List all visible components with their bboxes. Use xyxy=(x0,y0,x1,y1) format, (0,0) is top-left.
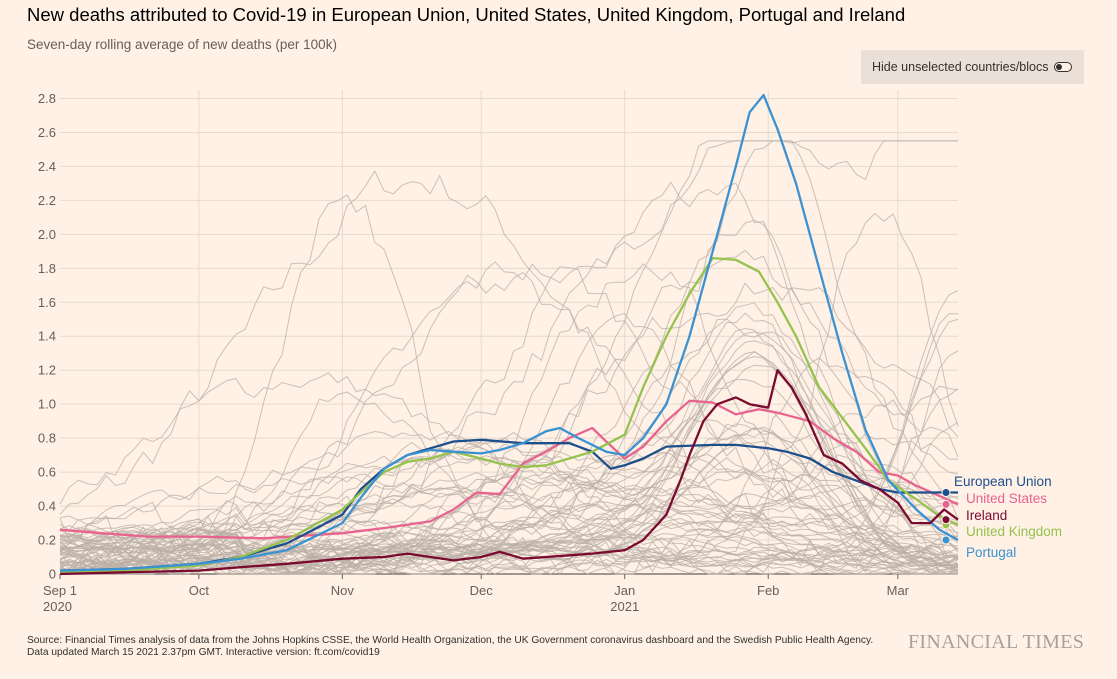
y-tick-label: 0.6 xyxy=(38,465,56,480)
portugal-end-dot xyxy=(941,535,951,545)
background-country-line xyxy=(59,194,959,576)
x-tick-sublabel: 2021 xyxy=(610,599,639,614)
y-tick-label: 1.2 xyxy=(38,363,56,378)
y-tick-label: 2.2 xyxy=(38,193,56,208)
ireland-end-dot xyxy=(941,515,951,525)
background-country-line xyxy=(59,498,959,564)
ireland-line xyxy=(59,369,959,576)
y-tick-label: 1.0 xyxy=(38,397,56,412)
y-tick-label: 2.4 xyxy=(38,159,56,174)
x-tick-label: Nov xyxy=(331,583,355,598)
y-tick-label: 0.8 xyxy=(38,431,56,446)
background-country-line xyxy=(59,490,959,557)
x-tick-label: Mar xyxy=(887,583,910,598)
y-tick-label: 1.4 xyxy=(38,329,56,344)
hide-unselected-toggle[interactable]: Hide unselected countries/blocs xyxy=(861,50,1084,84)
update-note: Data updated March 15 2021 2.37pm GMT. I… xyxy=(27,646,380,658)
chart-subtitle: Seven-day rolling average of new deaths … xyxy=(27,37,337,52)
x-tick-label: Feb xyxy=(757,583,779,598)
toggle-switch-icon[interactable] xyxy=(1054,62,1072,72)
y-axis: 0 0.2 0.4 0.6 0.8 1.0 1.2 1.4 1.6 1.8 2.0 2.2 2.4 2.6… xyxy=(38,91,56,582)
portugal-label: Portugal xyxy=(966,545,1016,560)
source-note: Source: Financial Times analysis of data… xyxy=(27,635,874,646)
y-tick-label: 2.8 xyxy=(38,91,56,106)
background-country-line xyxy=(59,318,959,575)
united-kingdom-line xyxy=(59,256,959,574)
background-country-line xyxy=(59,312,959,575)
background-country-line xyxy=(59,140,958,551)
background-country-line xyxy=(59,261,959,575)
background-country-line xyxy=(59,476,959,568)
background-country-line xyxy=(59,484,959,575)
y-tick-label: 0.4 xyxy=(38,499,56,514)
x-tick-label: Dec xyxy=(470,583,494,598)
background-country-line xyxy=(59,452,959,570)
background-country-line xyxy=(59,378,959,567)
background-country-line xyxy=(59,480,959,568)
x-tick-label: Oct xyxy=(189,583,210,598)
european-union-end-dot xyxy=(941,487,951,497)
y-tick-label: 2.0 xyxy=(38,227,56,242)
background-country-line xyxy=(59,271,958,575)
line-chart: 0 0.2 0.4 0.6 0.8 1.0 1.2 1.4 1.6 1.8 2.0 2.2 2.4 2.6… xyxy=(38,90,1062,614)
background-country-line xyxy=(59,350,959,575)
background-country-line xyxy=(59,313,959,563)
background-country-line xyxy=(59,340,959,550)
toggle-knob xyxy=(1056,63,1062,70)
x-tick-sublabel: 2020 xyxy=(43,599,72,614)
y-tick-label: 1.8 xyxy=(38,261,56,276)
highlighted-series xyxy=(59,93,959,576)
x-tick-label: Sep 1 xyxy=(43,583,77,598)
chart-title: New deaths attributed to Covid-19 in Eur… xyxy=(27,4,906,25)
toggle-label: Hide unselected countries/blocs xyxy=(872,60,1049,74)
portugal-line xyxy=(59,93,959,572)
background-country-line xyxy=(59,181,959,575)
series-labels: United States European Union United Kingdo… xyxy=(954,474,1062,560)
background-country-line xyxy=(59,290,959,556)
united-states-end-dot xyxy=(941,499,951,509)
y-tick-label: 0.2 xyxy=(38,533,56,548)
united-kingdom-label: United Kingdom xyxy=(966,524,1062,539)
united-states-label: United States xyxy=(966,491,1047,506)
united-states-line xyxy=(59,399,959,540)
y-tick-label: 1.6 xyxy=(38,295,56,310)
x-tick-label: Jan xyxy=(614,583,635,598)
background-country-line xyxy=(59,263,959,575)
european-union-label: European Union xyxy=(954,474,1052,489)
background-country-lines xyxy=(59,140,959,576)
footer: Source: Financial Times analysis of data… xyxy=(27,635,897,658)
ireland-label: Ireland xyxy=(966,508,1007,523)
ft-logo: FINANCIAL TIMES xyxy=(908,631,1085,653)
y-tick-label: 2.6 xyxy=(38,125,56,140)
y-tick-label: 0 xyxy=(49,567,56,582)
background-country-line xyxy=(59,312,959,572)
background-country-line xyxy=(59,542,959,572)
